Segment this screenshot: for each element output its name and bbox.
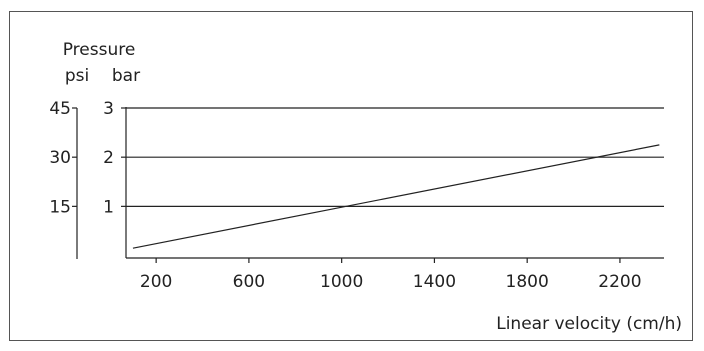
x-tick-label: 600 [233, 272, 265, 292]
plot-layer: 1 2 3 15 30 45 200 600 1000 1400 1800 2200 [49, 99, 664, 292]
x-tick-label: 1800 [506, 272, 549, 292]
chart-title: Pressure [63, 40, 136, 60]
y-axis-primary-label: bar [112, 66, 140, 86]
x-tick-label: 200 [140, 272, 172, 292]
y-tick-label: 3 [103, 99, 114, 119]
x-tick-label: 1000 [320, 272, 363, 292]
x-tick-label: 1400 [413, 272, 456, 292]
y-axis-secondary-label: psi [65, 66, 89, 86]
x-axis-label: Linear velocity (cm/h) [496, 314, 682, 334]
psi-tick-label: 30 [49, 148, 71, 168]
chart-frame [9, 11, 693, 341]
x-tick-label: 2200 [598, 272, 641, 292]
psi-tick-label: 15 [49, 197, 71, 217]
y-tick-label: 1 [103, 197, 114, 217]
psi-tick-label: 45 [49, 99, 71, 119]
series-line [132, 144, 660, 249]
y-tick-label: 2 [103, 148, 114, 168]
